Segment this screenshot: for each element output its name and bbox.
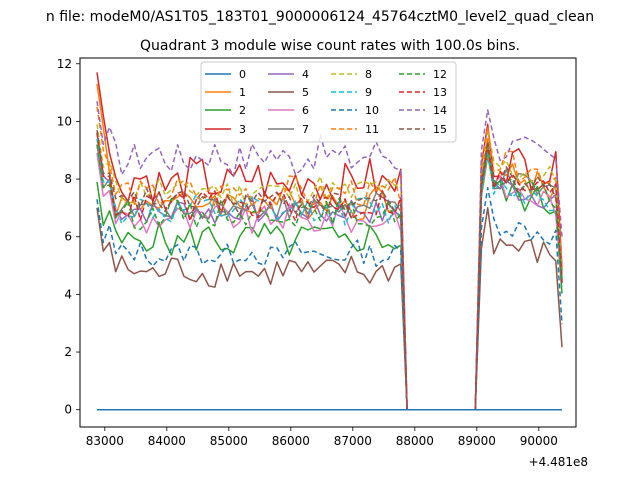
x-tick-label: 90000 (520, 434, 558, 448)
series-line-15 (96, 129, 563, 411)
x-tick-label: 89000 (458, 434, 496, 448)
legend-label-14: 14 (433, 104, 447, 117)
legend-label-2: 2 (239, 104, 246, 117)
x-tick-label: 88000 (396, 434, 434, 448)
chart-title: Quadrant 3 module wise count rates with … (140, 38, 520, 54)
y-axis: 0 2 4 6 8 10 12 (57, 57, 80, 417)
x-tick-label: 86000 (272, 434, 310, 448)
x-tick-label: 85000 (210, 434, 248, 448)
legend-label-13: 13 (433, 86, 447, 99)
legend-label-10: 10 (365, 104, 379, 117)
y-tick-label: 8 (64, 172, 72, 186)
legend-label-7: 7 (302, 123, 309, 136)
legend-box (200, 61, 457, 143)
series-line-8 (96, 124, 563, 411)
legend-label-6: 6 (302, 104, 309, 117)
legend-label-4: 4 (302, 68, 309, 81)
series-line-11 (96, 106, 563, 411)
x-tick-label: 87000 (334, 434, 372, 448)
series-layer (96, 72, 563, 411)
y-tick-label: 12 (57, 57, 72, 71)
x-axis: 83000 84000 85000 86000 87000 88000 89000 90000 (86, 427, 558, 448)
series-line-5 (96, 207, 563, 411)
series-line-12 (96, 144, 563, 411)
legend-label-9: 9 (365, 86, 372, 99)
series-line-14 (96, 101, 563, 411)
y-tick-label: 0 (64, 403, 72, 417)
plot-frame (79, 57, 577, 428)
legend-label-5: 5 (302, 86, 309, 99)
y-tick-label: 2 (64, 345, 72, 359)
legend-label-11: 11 (365, 123, 379, 136)
figure-suptitle: n file: modeM0/AS1T05_183T01_9000006124_… (46, 9, 594, 25)
series-line-7 (96, 143, 563, 411)
y-tick-label: 4 (64, 287, 72, 301)
legend-label-8: 8 (365, 68, 372, 81)
legend-label-0: 0 (239, 68, 246, 81)
legend-label-3: 3 (239, 123, 246, 136)
y-tick-label: 10 (57, 114, 72, 128)
x-axis-offset-label: +4.481e8 (529, 455, 588, 469)
x-tick-label: 84000 (148, 434, 186, 448)
y-tick-label: 6 (64, 230, 72, 244)
legend-label-1: 1 (239, 86, 246, 99)
legend-label-12: 12 (433, 68, 447, 81)
series-line-3 (96, 72, 563, 411)
legend-label-15: 15 (433, 123, 447, 136)
x-tick-label: 83000 (86, 434, 124, 448)
